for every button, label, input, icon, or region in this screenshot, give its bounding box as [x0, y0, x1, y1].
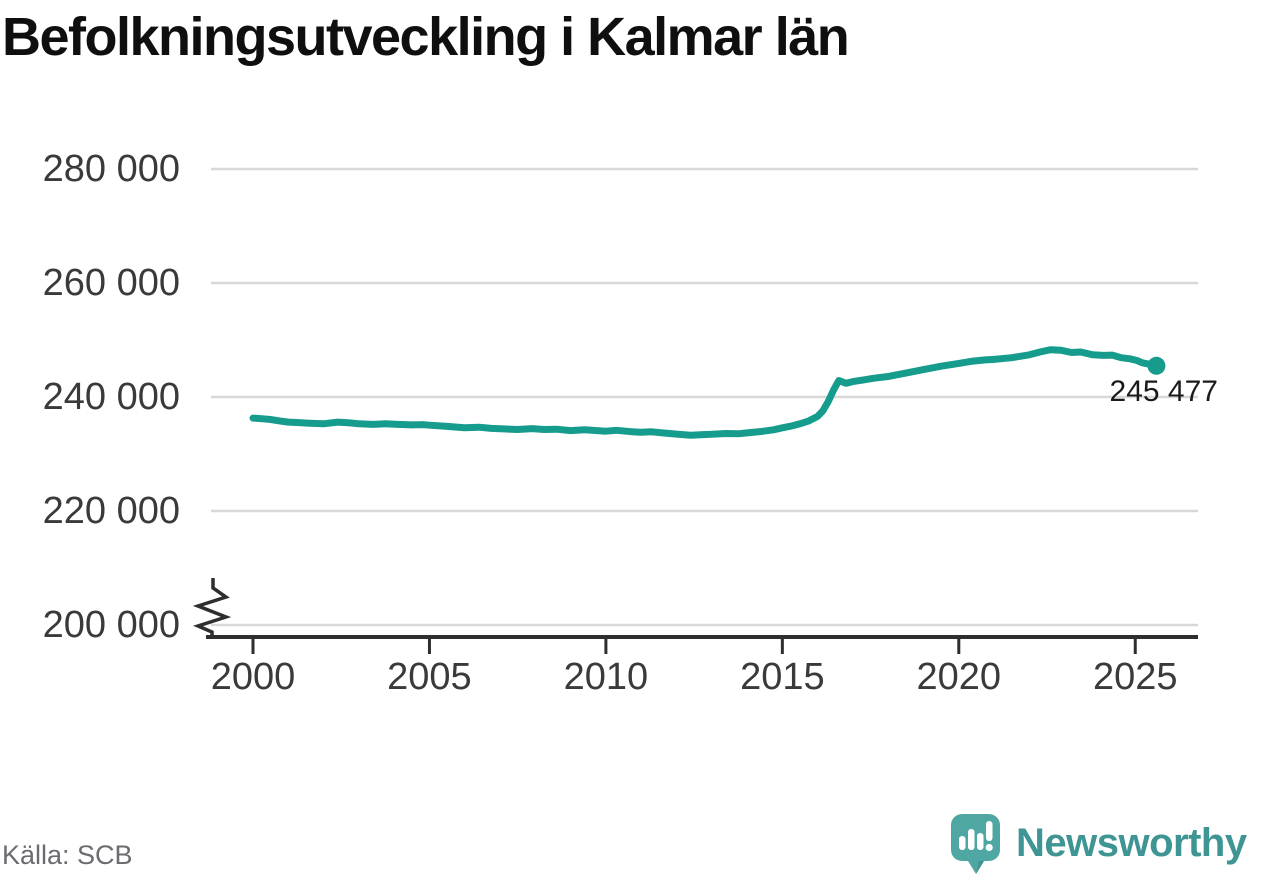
y-axis-break-icon: [192, 578, 232, 639]
y-tick-label-280000: 280 000: [42, 148, 180, 190]
chart-title: Befolkningsutveckling i Kalmar län: [2, 7, 850, 67]
newsworthy-wordmark: Newsworthy: [1016, 821, 1247, 865]
newsworthy-logo: Newsworthy: [948, 812, 1262, 879]
x-tick-label-2000: 2000: [210, 656, 296, 698]
y-tick-label-240000: 240 000: [42, 376, 180, 418]
x-tick-label-2020: 2020: [916, 656, 1002, 698]
newsworthy-speech-bubble-chart-icon: [951, 814, 1000, 874]
population-line: [249, 346, 1160, 439]
y-tick-label-200000: 200 000: [42, 604, 180, 646]
x-tick-label-2015: 2015: [740, 656, 825, 698]
y-tick-label-220000: 220 000: [42, 490, 180, 532]
x-tick-label-2025: 2025: [1092, 656, 1178, 698]
x-tick-label-2005: 2005: [387, 656, 472, 698]
source-caption: Källa: SCB: [2, 840, 133, 870]
y-tick-label-260000: 260 000: [42, 262, 180, 304]
latest-value-label: 245 477: [1109, 375, 1218, 408]
latest-point-dot: [1147, 356, 1166, 375]
x-tick-label-2010: 2010: [563, 656, 649, 698]
